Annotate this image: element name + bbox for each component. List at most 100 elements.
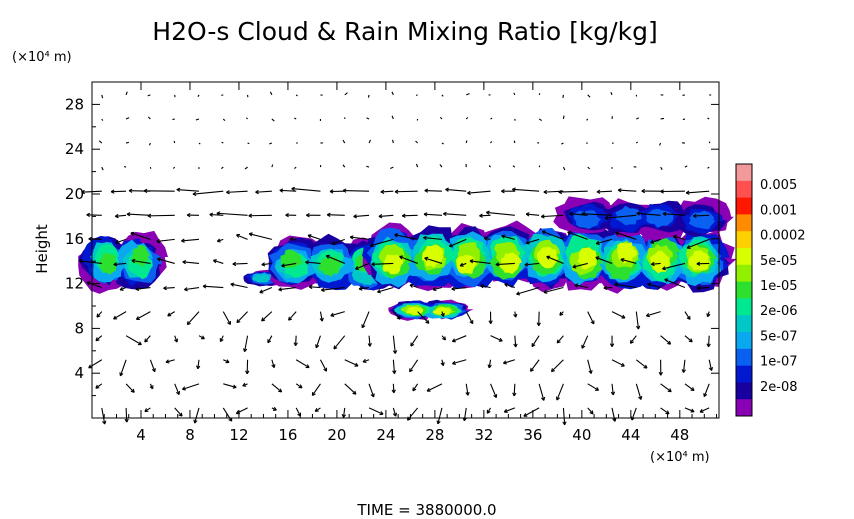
wind-vector xyxy=(392,139,394,144)
wind-vector-head xyxy=(423,212,428,217)
wind-vector-head xyxy=(377,289,381,294)
y-tick-label: 24 xyxy=(65,140,84,158)
wind-vector-shaft xyxy=(157,258,175,264)
wind-vector xyxy=(95,383,103,389)
wind-vector xyxy=(587,166,591,170)
wind-vector xyxy=(440,311,445,317)
wind-vector-shaft xyxy=(209,213,224,216)
wind-vector xyxy=(124,407,129,423)
wind-vector xyxy=(269,91,273,96)
wind-vector xyxy=(195,118,200,121)
wind-vector xyxy=(291,186,321,192)
wind-vector xyxy=(587,94,591,98)
wind-vector xyxy=(426,383,443,392)
wind-vector-shaft xyxy=(513,92,516,96)
wind-vector xyxy=(101,94,104,99)
wind-vector-shaft xyxy=(392,383,395,393)
x-tick-label: 48 xyxy=(670,426,689,444)
wind-vector-shaft xyxy=(556,335,564,344)
wind-vector-shaft xyxy=(269,142,273,145)
wind-vector-shaft xyxy=(395,190,418,193)
wind-vector-head xyxy=(181,238,185,243)
wind-vector-head xyxy=(493,394,498,399)
wind-vector-head xyxy=(281,263,286,268)
wind-vector-shaft xyxy=(344,92,348,96)
wind-vector-head xyxy=(325,254,330,259)
wind-vector-shaft xyxy=(98,140,103,144)
wind-vector xyxy=(682,118,686,121)
wind-vector-shaft xyxy=(495,262,515,266)
x-tick-label: 4 xyxy=(136,426,146,444)
wind-vector-shaft xyxy=(127,213,151,216)
wind-vector xyxy=(550,359,564,373)
wind-vector-head xyxy=(459,262,464,267)
wind-vector-shaft xyxy=(156,238,175,243)
wind-vector xyxy=(157,257,175,264)
cloud-contour xyxy=(252,274,271,283)
wind-vector xyxy=(173,140,176,144)
wind-vector-shaft xyxy=(370,238,394,247)
wind-vector-shaft xyxy=(611,311,626,319)
colorbar-swatch xyxy=(736,382,752,400)
wind-vector-shaft xyxy=(611,383,614,396)
wind-vector xyxy=(271,359,276,369)
wind-vector-shaft xyxy=(172,118,175,121)
cloud-region xyxy=(388,299,474,321)
wind-vector-head xyxy=(667,388,672,393)
wind-vector-head xyxy=(448,243,453,248)
wind-vector-shaft xyxy=(184,286,200,291)
wind-vector-shaft xyxy=(562,94,564,98)
wind-vector-head xyxy=(149,385,154,390)
wind-vector xyxy=(595,238,613,245)
wind-vector-head xyxy=(114,213,119,219)
wind-vector-head xyxy=(202,284,207,289)
wind-vector-head xyxy=(96,313,101,318)
wind-vector xyxy=(424,256,443,264)
wind-vector-head xyxy=(311,391,316,396)
wind-vector-shaft xyxy=(271,383,282,393)
wind-vector-shaft xyxy=(222,118,226,121)
wind-vector-shaft xyxy=(115,238,127,244)
wind-vector-head xyxy=(696,261,701,266)
wind-vector xyxy=(465,117,469,120)
wind-vector-head xyxy=(354,362,359,367)
wind-vector-head xyxy=(271,364,276,369)
wind-vector-shaft xyxy=(426,383,443,392)
wind-vector-head xyxy=(696,285,701,291)
wind-vector-head xyxy=(645,313,650,318)
wind-vector-shaft xyxy=(409,359,419,373)
wind-vector xyxy=(86,281,102,289)
wind-vector-head xyxy=(113,262,118,267)
wind-vector xyxy=(423,212,442,217)
wind-vector xyxy=(330,311,345,317)
wind-vector-shaft xyxy=(664,278,686,289)
wind-vector-head xyxy=(513,343,518,348)
wind-vector xyxy=(267,335,273,344)
wind-vector-shaft xyxy=(581,213,613,216)
wind-vector-head xyxy=(392,412,398,417)
wind-vector-head xyxy=(358,286,363,291)
wind-vector-shaft xyxy=(466,93,470,96)
wind-vector xyxy=(451,286,467,291)
wind-vector xyxy=(647,282,661,289)
wind-vector-shaft xyxy=(558,190,588,193)
y-tick-label: 20 xyxy=(65,185,84,203)
wind-vector-shaft xyxy=(516,286,540,295)
wind-vector-head xyxy=(86,281,91,286)
wind-vector xyxy=(125,383,135,393)
wind-vector-shaft xyxy=(342,139,346,144)
wind-vector xyxy=(415,163,419,168)
wind-vector xyxy=(501,189,515,194)
wind-vector xyxy=(587,359,593,374)
plot-frame xyxy=(91,81,720,419)
wind-vector-shaft xyxy=(223,383,237,388)
wind-vector-head xyxy=(137,341,142,346)
wind-vector-head xyxy=(165,359,170,364)
wind-vector-head xyxy=(686,245,691,250)
wind-vector-head xyxy=(248,232,253,237)
wind-vector xyxy=(326,212,345,217)
wind-vector-shaft xyxy=(232,262,248,265)
wind-vector-head xyxy=(452,360,456,365)
wind-vector-head xyxy=(399,255,404,260)
wind-vector xyxy=(699,407,710,413)
